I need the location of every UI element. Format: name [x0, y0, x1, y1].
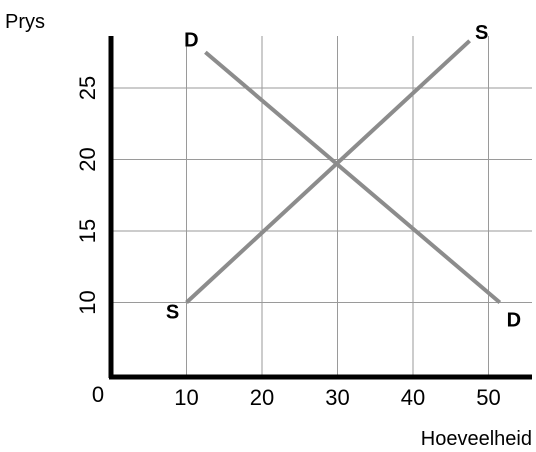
x-tick-label: 30 — [325, 385, 349, 410]
y-tick-label: 15 — [75, 219, 100, 243]
series-line-s — [185, 39, 471, 304]
series-line-d — [204, 50, 502, 305]
x-tick-label: 20 — [250, 385, 274, 410]
y-axis-title: Prys — [5, 11, 45, 33]
curve-label-s: S — [166, 302, 179, 324]
tick-labels: 10 20 30 40 50 10 15 20 25 — [75, 76, 501, 410]
curve-labels: D D S S — [166, 22, 521, 332]
x-axis-title: Hoeveelheid — [421, 428, 532, 450]
curve-label-d: D — [507, 310, 521, 332]
series-lines — [185, 39, 502, 305]
x-tick-label: 50 — [476, 385, 500, 410]
x-tick-label: 10 — [174, 385, 198, 410]
y-tick-label: 25 — [75, 76, 100, 100]
curve-label-s: S — [475, 22, 488, 44]
y-tick-label: 20 — [75, 147, 100, 171]
curve-label-d: D — [184, 29, 198, 51]
axes — [108, 36, 532, 380]
y-tick-label: 10 — [75, 290, 100, 314]
x-tick-label: 40 — [401, 385, 425, 410]
grid — [111, 36, 532, 377]
origin-label: 0 — [92, 382, 104, 407]
